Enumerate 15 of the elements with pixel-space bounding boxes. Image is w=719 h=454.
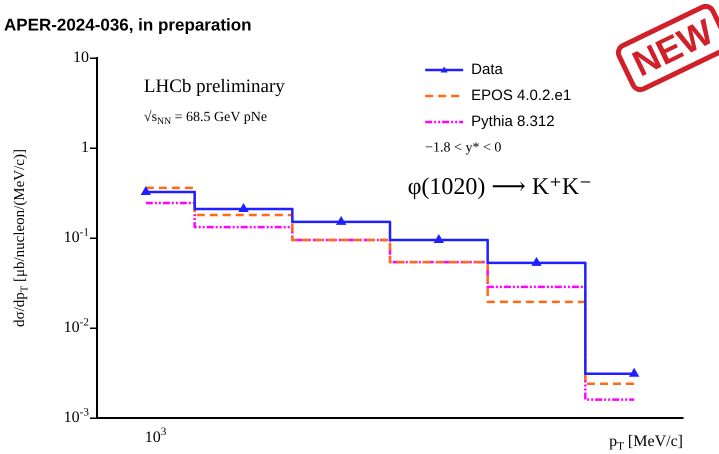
y-tick-label: 1 [81,139,89,156]
chart-title: APER-2024-036, in preparation [4,16,252,35]
point [532,258,541,266]
y-tick-label: 10 [73,49,89,66]
annotation: φ(1020) ⟶ K⁺K⁻ [408,174,592,200]
y-axis-title: dσ/dpT [μb/nucleon/(MeV/c)] [12,149,30,327]
point [434,235,444,244]
legend-label: Data [471,61,504,78]
point [142,187,150,196]
legend-label: Pythia 8.312 [471,113,555,130]
legend-label: EPOS 4.0.2.e1 [471,87,572,104]
annotation: LHCb preliminary [144,76,286,97]
point [239,204,248,212]
annotation: NEW [626,10,719,84]
annotation: −1.8 < y* < 0 [425,140,502,156]
